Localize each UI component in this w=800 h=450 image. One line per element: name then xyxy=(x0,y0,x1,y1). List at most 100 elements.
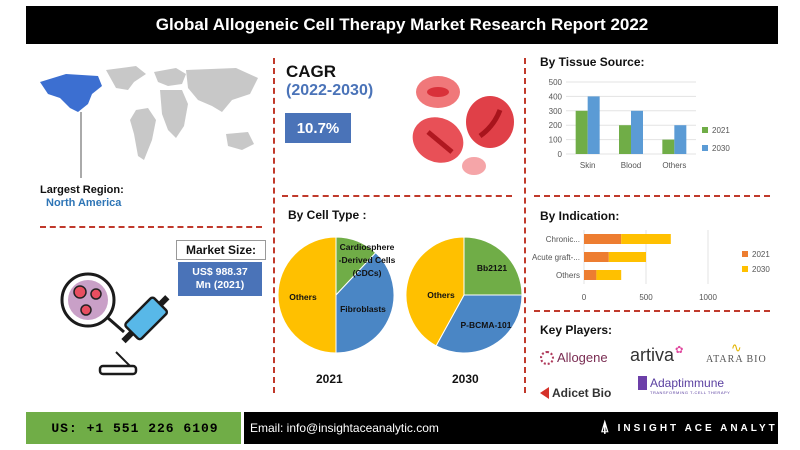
cell-type-title: By Cell Type : xyxy=(288,208,367,222)
logo-allogene: Allogene xyxy=(540,350,608,365)
pie-chart-2021: Cardiosphere -Derived Cells (CDCs) Fibro… xyxy=(277,236,396,354)
year-2021: 2021 xyxy=(316,372,343,386)
pie-label-others-2021: Others xyxy=(289,292,317,302)
indication-bar xyxy=(608,252,646,262)
logo-adicet: Adicet Bio xyxy=(540,386,611,400)
tissue-bar xyxy=(631,110,643,154)
pie-label-pbcma: P-BCMA-101 xyxy=(460,320,511,330)
pie-label-cds-3: (CDCs) xyxy=(353,268,382,278)
title-text: Global Allogeneic Cell Therapy Market Re… xyxy=(155,15,649,34)
cagr-label: CAGR xyxy=(286,62,337,81)
tissue-ytick: 400 xyxy=(549,92,563,101)
pie-chart-2030: Bb2121 P-BCMA-101 Others xyxy=(405,236,523,354)
indication-ytick: Chronic... xyxy=(546,235,580,244)
tissue-legend-swatch xyxy=(702,127,708,133)
tissue-ytick: 300 xyxy=(549,107,563,116)
insightace-logo-icon: ⍋ xyxy=(600,419,610,436)
adaptimmune-icon xyxy=(638,376,647,390)
indication-title: By Indication: xyxy=(540,209,620,223)
pie-label-others-2030: Others xyxy=(427,290,455,300)
logo-artiva: artiva ✿ xyxy=(630,345,683,366)
key-players-title: Key Players: xyxy=(540,323,613,337)
pie-label-bb2121: Bb2121 xyxy=(477,263,508,273)
tissue-ytick: 100 xyxy=(549,136,563,145)
pie-slice-2021-1 xyxy=(335,252,395,354)
logo-adicet-text: Adicet Bio xyxy=(552,386,612,400)
footer-brand: ⍋ INSIGHT ACE ANALYTIC xyxy=(600,412,794,444)
tissue-ytick: 0 xyxy=(558,150,563,159)
cagr-value: 10.7% xyxy=(285,113,351,143)
footer-email[interactable]: Email: info@insightaceanalytic.com xyxy=(244,412,778,444)
market-size-label: Market Size: xyxy=(176,240,266,260)
logo-adaptimmune-tagline: TRANSFORMING T-CELL THERAPY xyxy=(650,390,731,395)
blood-cells-icon xyxy=(412,76,514,175)
indication-legend-swatch xyxy=(742,266,748,272)
indication-chart: 0 500 1000 Chronic... Acute graft-... Others 2… xyxy=(532,230,770,302)
footer-brand-text: INSIGHT ACE ANALYTIC xyxy=(617,422,794,434)
market-size-line1: US$ 988.37 xyxy=(192,266,248,278)
divider-left-h xyxy=(40,226,262,228)
logo-adaptimmune-text: Adaptimmune xyxy=(650,376,725,390)
logo-atara: ∿ ATARA BIO xyxy=(706,340,767,365)
tissue-bar xyxy=(587,96,600,154)
divider-right-h2 xyxy=(534,310,770,312)
adicet-icon xyxy=(540,387,549,399)
world-map-icon xyxy=(40,66,258,178)
pie-slice-2030-1 xyxy=(435,294,523,354)
logo-artiva-text: artiva xyxy=(630,345,675,365)
indication-xtick: 1000 xyxy=(699,293,717,302)
indication-legend-label: 2021 xyxy=(752,250,770,259)
indication-xtick: 0 xyxy=(582,293,587,302)
footer-separator xyxy=(241,412,244,444)
indication-bar xyxy=(584,234,622,244)
indication-bar xyxy=(621,234,671,244)
pie-label-fibroblasts: Fibroblasts xyxy=(340,304,386,314)
tissue-source-chart: 500 400 300 200 100 0 Skin Blood Others 2021 2030 xyxy=(549,78,731,170)
tissue-xtick: Blood xyxy=(621,161,641,170)
divider-right xyxy=(524,58,526,393)
pie-slice-2021-2 xyxy=(277,236,337,354)
tissue-legend-label: 2021 xyxy=(712,126,730,135)
logo-atara-text: ATARA BIO xyxy=(706,354,767,365)
indication-legend-label: 2030 xyxy=(752,265,770,274)
tissue-ytick: 200 xyxy=(549,121,563,130)
tissue-bar xyxy=(575,110,588,154)
tissue-bar xyxy=(662,139,675,154)
logo-adaptimmune: Adaptimmune TRANSFORMING T-CELL THERAPY xyxy=(638,376,730,395)
divider-right-h1 xyxy=(534,195,770,197)
tissue-xtick: Skin xyxy=(580,161,596,170)
pie-slice-2030-0 xyxy=(463,236,523,296)
allogene-icon xyxy=(540,350,554,365)
indication-xtick: 500 xyxy=(639,293,653,302)
indication-bar xyxy=(596,270,622,280)
tissue-source-title: By Tissue Source: xyxy=(540,55,645,69)
tissue-bar xyxy=(619,125,631,154)
tissue-bar xyxy=(674,125,687,154)
page-title: Global Allogeneic Cell Therapy Market Re… xyxy=(26,6,778,44)
tissue-legend-label: 2030 xyxy=(712,144,730,153)
indication-bar xyxy=(584,252,609,262)
indication-bar xyxy=(584,270,597,280)
pie-label-cds-2: -Derived Cells xyxy=(339,255,396,265)
syringe-petri-icon xyxy=(60,272,170,376)
atara-icon: ∿ xyxy=(730,340,742,355)
indication-ytick: Acute graft-... xyxy=(532,253,580,262)
market-size-line2: Mn (2021) xyxy=(195,279,245,291)
indication-legend-swatch xyxy=(742,251,748,257)
year-2030: 2030 xyxy=(452,372,479,386)
divider-mid-h xyxy=(282,195,512,197)
artiva-icon: ✿ xyxy=(675,345,684,356)
tissue-ytick: 500 xyxy=(549,78,563,87)
footer-phone[interactable]: US: +1 551 226 6109 xyxy=(26,412,244,444)
tissue-xtick: Others xyxy=(662,161,686,170)
pie-slice-2030-2 xyxy=(405,236,465,347)
region-label: Largest Region: xyxy=(40,184,124,196)
logo-allogene-text: Allogene xyxy=(557,350,608,365)
tissue-legend-swatch xyxy=(702,145,708,151)
pie-label-cds-1: Cardiosphere xyxy=(340,242,395,252)
divider-left xyxy=(273,58,275,393)
region-value: North America xyxy=(46,197,122,209)
market-size-value: US$ 988.37 Mn (2021) xyxy=(178,262,262,296)
cagr-period: (2022-2030) xyxy=(286,82,374,99)
indication-ytick: Others xyxy=(556,271,580,280)
